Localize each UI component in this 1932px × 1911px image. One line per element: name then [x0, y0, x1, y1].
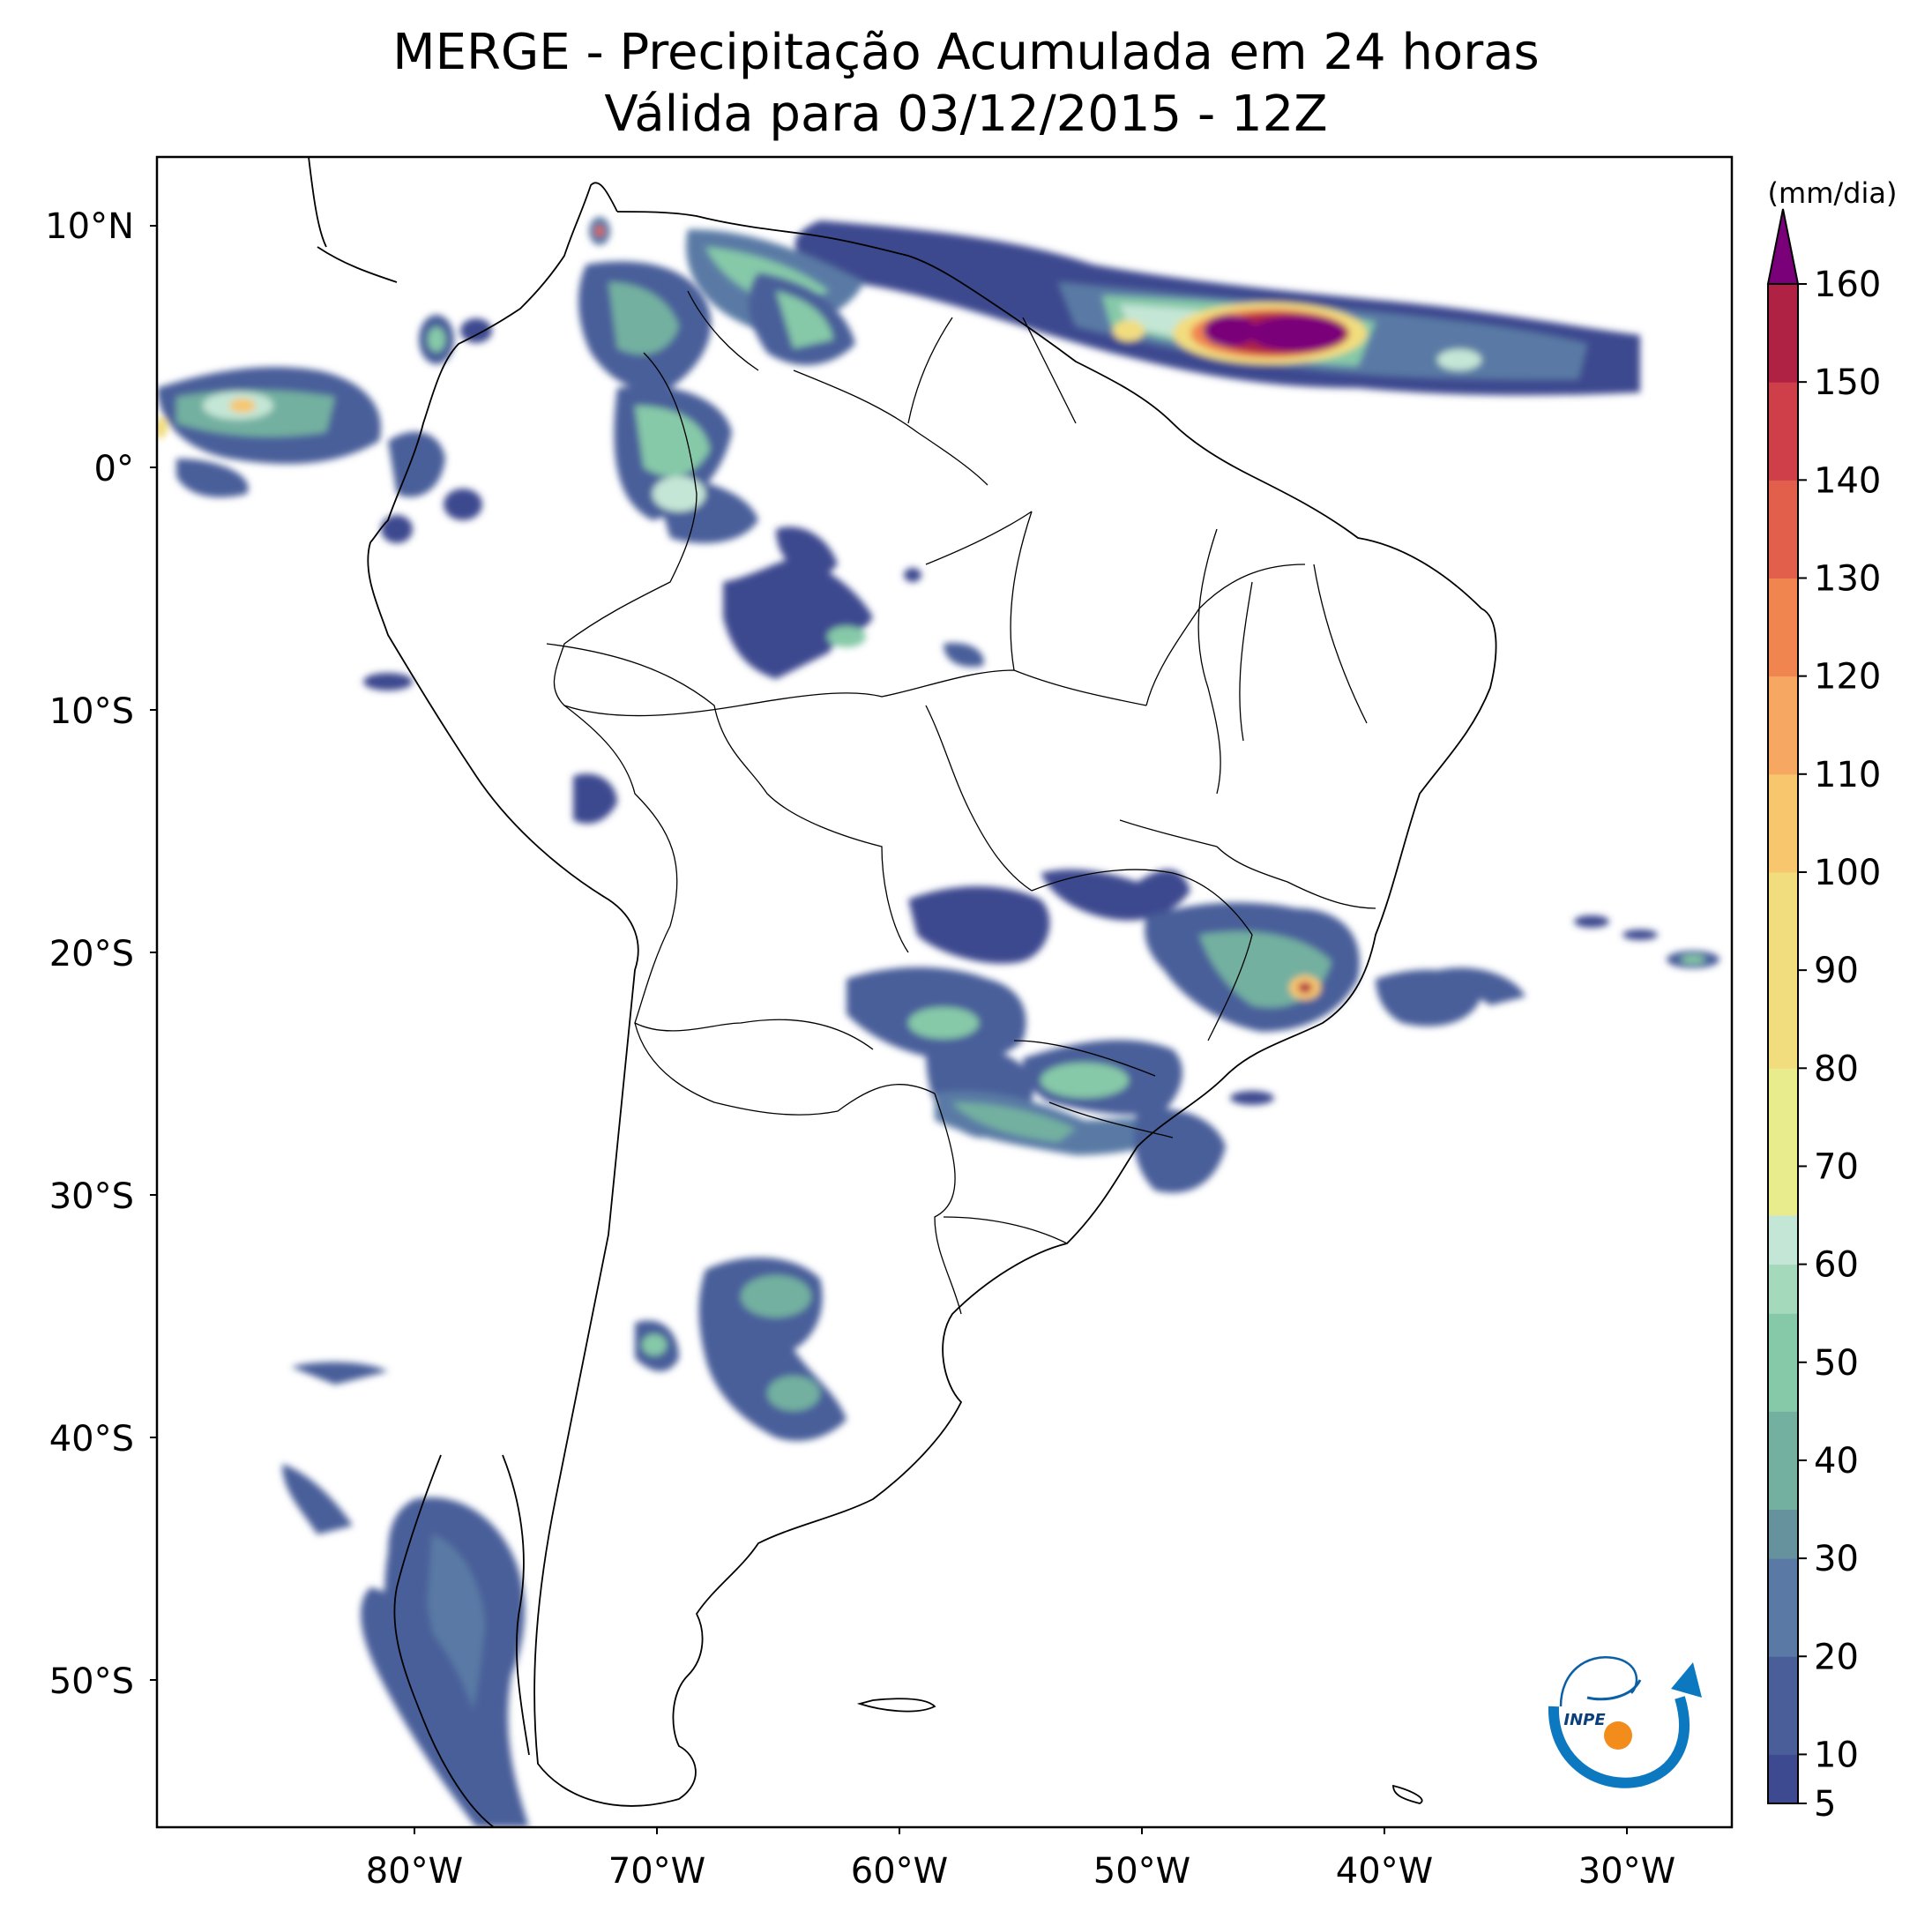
colorbar-segment	[1768, 1656, 1798, 1706]
lon-label-60w: 60°W	[851, 1851, 948, 1892]
colorbar-segment	[1768, 1362, 1798, 1412]
colorbar-tick-label: 160	[1814, 265, 1881, 305]
colorbar-segment	[1768, 1166, 1798, 1216]
colorbar-tick-label: 120	[1814, 657, 1881, 698]
lat-label-10n: 10°N	[45, 206, 134, 247]
colorbar-tick-label: 90	[1814, 951, 1859, 991]
lat-label-50s: 50°S	[49, 1661, 134, 1702]
colorbar-segment	[1768, 1068, 1798, 1167]
colorbar-tick-label: 5	[1814, 1784, 1836, 1825]
colorbar-tick-label: 40	[1814, 1441, 1859, 1482]
precip-pacific	[157, 367, 381, 497]
map-frame	[155, 155, 1734, 1829]
colorbar-unit: (mm/dia)	[1768, 176, 1898, 210]
colorbar-tick-label: 150	[1814, 362, 1881, 403]
lat-label-20s: 20°S	[49, 934, 134, 974]
colorbar-tick-label: 80	[1814, 1049, 1859, 1089]
colorbar-segment	[1768, 1313, 1798, 1363]
colorbar-tick-label: 10	[1814, 1735, 1859, 1775]
map-title: MERGE - Precipitação Acumulada em 24 hor…	[392, 24, 1540, 81]
colorbar-outline	[1767, 283, 1799, 1804]
colorbar-segment	[1768, 773, 1798, 873]
precip-patagonia	[282, 1464, 529, 1827]
colorbar-segment	[1768, 480, 1798, 579]
colorbar-extend-arrow	[1766, 208, 1800, 285]
colorbar-tick-label: 20	[1814, 1637, 1859, 1677]
inpe-logo: INPE	[1548, 1656, 1702, 1788]
colorbar-segment	[1768, 284, 1798, 383]
lat-label-40s: 40°S	[49, 1419, 134, 1459]
lon-label-50w: 50°W	[1093, 1851, 1190, 1892]
colorbar-tick-label: 140	[1814, 460, 1881, 501]
precip-amazon	[363, 526, 984, 824]
colorbar-tick-label: 130	[1814, 558, 1881, 599]
colorbar-segment	[1768, 1264, 1798, 1314]
lat-label-30s: 30°S	[49, 1176, 134, 1217]
lat-label-0: 0°	[94, 449, 134, 489]
precip-argentina	[291, 1258, 847, 1441]
precip-colombia	[381, 217, 855, 543]
colorbar-tick-label: 70	[1814, 1146, 1859, 1187]
lon-label-80w: 80°W	[366, 1851, 463, 1892]
lon-label-70w: 70°W	[608, 1851, 705, 1892]
colorbar-segment	[1768, 676, 1798, 775]
colorbar-segment	[1768, 382, 1798, 481]
lon-label-40w: 40°W	[1336, 1851, 1433, 1892]
colorbar-tick-label: 30	[1814, 1539, 1859, 1579]
country-borders	[546, 290, 1376, 1315]
colorbar-tick-label: 60	[1814, 1245, 1859, 1286]
colorbar-segment	[1768, 1754, 1798, 1804]
logo-text: INPE	[1563, 1711, 1606, 1729]
longitude-axis: 80°W 70°W 60°W 50°W 40°W 30°W	[366, 1827, 1675, 1892]
colorbar-tick-label: 100	[1814, 853, 1881, 893]
colorbar-segment	[1768, 1459, 1798, 1511]
colorbar-segment	[1768, 1558, 1798, 1609]
colorbar-tick-label: 110	[1814, 755, 1881, 795]
map-subtitle: Válida para 03/12/2015 - 12Z	[604, 86, 1328, 143]
coastlines	[308, 157, 1497, 1827]
logo-orange-dot-icon	[1604, 1721, 1632, 1750]
colorbar-segment	[1768, 1215, 1798, 1265]
latitude-axis: 10°N 0° 10°S 20°S 30°S 40°S 50°S	[45, 206, 157, 1702]
colorbar-segment	[1768, 1411, 1798, 1461]
colorbar-segment	[1768, 1705, 1798, 1755]
colorbar-segment	[1768, 970, 1798, 1069]
precipitation-field	[157, 217, 1719, 1827]
colorbar-segment	[1768, 871, 1798, 971]
colorbar: 5 10 20 30 40 50 60 70 80 90 100 110 120 130 140 150 160	[1766, 208, 1881, 1825]
colorbar-tick-label: 50	[1814, 1343, 1859, 1384]
colorbar-segment	[1768, 1509, 1798, 1559]
lon-label-30w: 30°W	[1578, 1851, 1675, 1892]
colorbar-segment	[1768, 1607, 1798, 1657]
colorbar-segment	[1768, 578, 1798, 677]
lat-label-10s: 10°S	[49, 691, 134, 732]
